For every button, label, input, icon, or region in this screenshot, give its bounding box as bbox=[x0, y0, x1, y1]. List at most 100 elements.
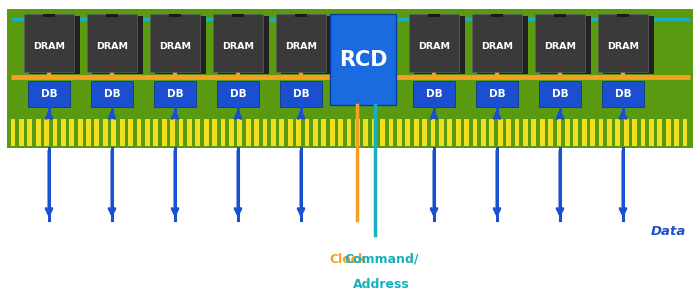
Text: DRAM: DRAM bbox=[96, 42, 128, 51]
Bar bbox=[155, 16, 206, 74]
Bar bbox=[640, 119, 645, 146]
Bar bbox=[397, 119, 402, 146]
Bar bbox=[217, 81, 259, 107]
Bar bbox=[195, 119, 200, 146]
Bar bbox=[535, 14, 585, 72]
Bar bbox=[355, 119, 360, 146]
Bar bbox=[372, 119, 377, 146]
Text: DB: DB bbox=[552, 89, 568, 99]
Text: DB: DB bbox=[489, 89, 505, 99]
Bar bbox=[514, 119, 519, 146]
Bar bbox=[169, 14, 181, 16]
Text: Command/: Command/ bbox=[344, 253, 419, 266]
Bar bbox=[150, 14, 200, 72]
Bar bbox=[136, 119, 141, 146]
Bar bbox=[607, 119, 612, 146]
Bar bbox=[321, 119, 326, 146]
Bar bbox=[204, 119, 209, 146]
Text: Clock: Clock bbox=[329, 253, 367, 266]
Bar bbox=[304, 119, 309, 146]
Bar bbox=[28, 81, 70, 107]
Bar bbox=[554, 14, 566, 16]
Text: DRAM: DRAM bbox=[33, 42, 65, 51]
Bar bbox=[389, 119, 393, 146]
Bar bbox=[212, 119, 217, 146]
Bar bbox=[330, 14, 396, 105]
Text: DB: DB bbox=[293, 89, 309, 99]
Bar bbox=[556, 119, 561, 146]
Bar bbox=[491, 14, 503, 16]
Bar bbox=[472, 14, 522, 72]
Bar bbox=[232, 14, 244, 16]
Bar bbox=[506, 119, 511, 146]
Bar bbox=[346, 119, 351, 146]
Bar bbox=[548, 119, 553, 146]
Bar bbox=[632, 119, 637, 146]
Bar bbox=[7, 9, 693, 148]
Bar bbox=[10, 119, 15, 146]
Bar bbox=[162, 119, 167, 146]
Bar bbox=[498, 119, 503, 146]
Bar bbox=[330, 119, 335, 146]
Bar bbox=[106, 14, 118, 16]
Bar bbox=[7, 117, 693, 148]
Bar bbox=[539, 81, 581, 107]
Bar bbox=[254, 119, 259, 146]
Bar bbox=[523, 119, 528, 146]
Text: DRAM: DRAM bbox=[159, 42, 191, 51]
Bar bbox=[19, 119, 24, 146]
Bar bbox=[540, 16, 591, 74]
Text: DRAM: DRAM bbox=[607, 42, 639, 51]
Bar bbox=[246, 119, 251, 146]
Bar bbox=[422, 119, 427, 146]
Text: DRAM: DRAM bbox=[544, 42, 576, 51]
Bar bbox=[229, 119, 234, 146]
Text: DB: DB bbox=[426, 89, 442, 99]
Bar bbox=[220, 119, 225, 146]
Bar bbox=[295, 14, 307, 16]
Bar bbox=[674, 119, 679, 146]
Bar bbox=[405, 119, 410, 146]
Bar bbox=[428, 14, 440, 16]
Bar bbox=[473, 119, 477, 146]
Bar bbox=[603, 16, 654, 74]
Bar bbox=[213, 14, 263, 72]
Bar bbox=[61, 119, 66, 146]
Bar bbox=[649, 119, 654, 146]
Bar bbox=[145, 119, 150, 146]
Text: DRAM: DRAM bbox=[285, 42, 317, 51]
Text: RCD: RCD bbox=[339, 50, 388, 70]
Bar bbox=[489, 119, 494, 146]
Bar bbox=[413, 81, 455, 107]
Bar bbox=[280, 81, 322, 107]
Bar bbox=[170, 119, 175, 146]
Text: DRAM: DRAM bbox=[481, 42, 513, 51]
Bar bbox=[477, 16, 528, 74]
Bar bbox=[44, 119, 49, 146]
Bar bbox=[86, 119, 91, 146]
Bar bbox=[271, 119, 276, 146]
Bar bbox=[464, 119, 469, 146]
Bar bbox=[69, 119, 74, 146]
Bar bbox=[565, 119, 570, 146]
Bar bbox=[276, 14, 326, 72]
Bar bbox=[29, 16, 80, 74]
Bar bbox=[617, 14, 629, 16]
Bar bbox=[154, 81, 196, 107]
Bar bbox=[52, 119, 57, 146]
Bar bbox=[409, 14, 459, 72]
Text: DRAM: DRAM bbox=[222, 42, 254, 51]
Bar bbox=[657, 119, 662, 146]
Text: DB: DB bbox=[167, 89, 183, 99]
Bar bbox=[281, 16, 332, 74]
Bar bbox=[624, 119, 629, 146]
Bar bbox=[447, 119, 452, 146]
Bar bbox=[590, 119, 595, 146]
Bar bbox=[153, 119, 158, 146]
Bar bbox=[296, 119, 301, 146]
Bar bbox=[598, 14, 648, 72]
Bar bbox=[187, 119, 192, 146]
Bar bbox=[481, 119, 486, 146]
Bar bbox=[178, 119, 183, 146]
Bar bbox=[682, 119, 687, 146]
